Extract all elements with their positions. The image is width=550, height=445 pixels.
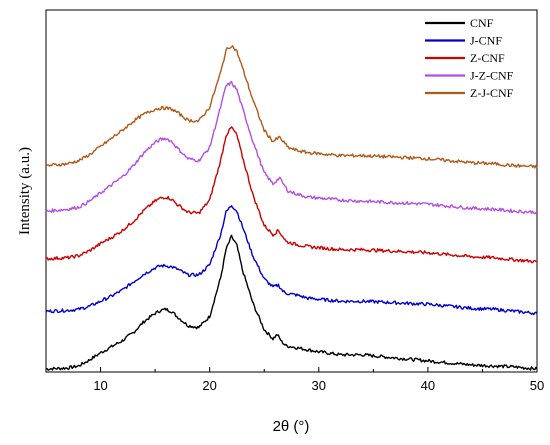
series-line-j-z-cnf <box>45 80 538 215</box>
plot-frame <box>45 9 538 373</box>
series-line-z-cnf <box>45 126 538 264</box>
legend-label-cnf: CNF <box>470 16 494 30</box>
legend-label-j-cnf: J-CNF <box>470 34 502 48</box>
legend: CNF J-CNF Z-CNF J-Z-CNF Z-J-CNF <box>425 16 514 100</box>
x-tick-label-10: 10 <box>93 378 107 393</box>
x-tick-label-20: 20 <box>202 378 216 393</box>
x-axis-title: 2θ (°) <box>273 418 310 435</box>
x-tick-label-50: 50 <box>530 378 544 393</box>
legend-label-j-z-cnf: J-Z-CNF <box>470 69 514 83</box>
x-tick-label-30: 30 <box>312 378 326 393</box>
series-line-z-j-cnf <box>45 45 538 169</box>
legend-label-z-cnf: Z-CNF <box>470 51 505 65</box>
x-axis-ticks: 10 20 30 40 50 <box>45 367 544 393</box>
series-line-j-cnf <box>45 205 538 316</box>
series-line-cnf <box>45 234 538 371</box>
x-tick-label-40: 40 <box>421 378 435 393</box>
series-lines <box>45 45 538 371</box>
y-axis-title: Intensity (a.u.) <box>17 147 33 235</box>
legend-label-z-j-cnf: Z-J-CNF <box>470 86 514 100</box>
